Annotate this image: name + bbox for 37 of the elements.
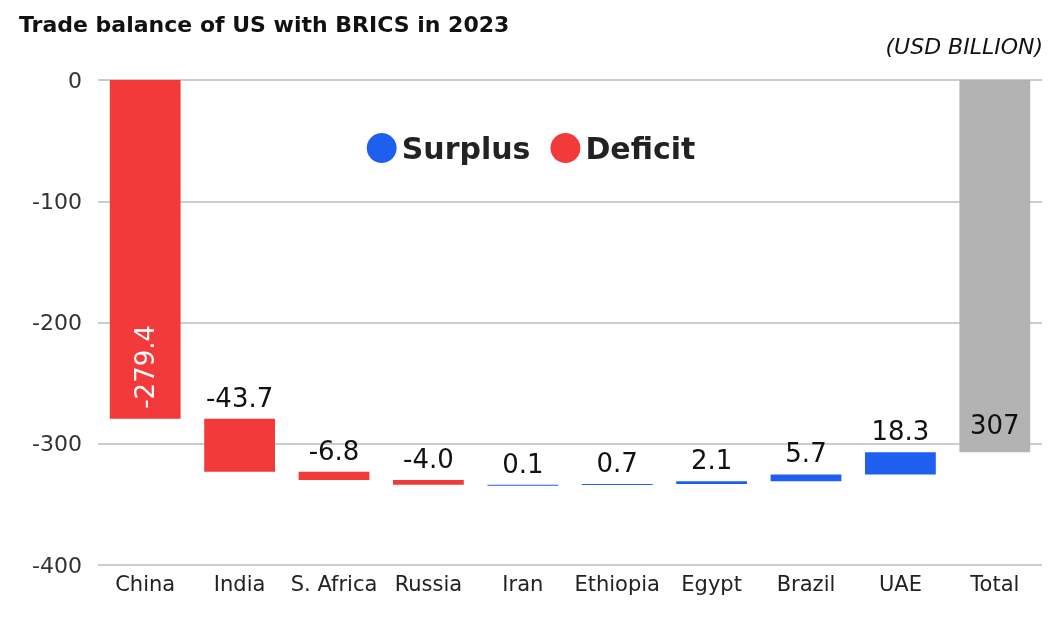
data-label: 0.1: [502, 448, 544, 479]
bar: [676, 481, 747, 484]
chart-subtitle: (USD BILLION): [885, 33, 1044, 59]
y-tick-label: -200: [32, 310, 82, 335]
x-tick-label: Russia: [394, 571, 463, 596]
data-label: 18.3: [871, 416, 930, 447]
x-tick-label: China: [115, 571, 176, 596]
bar: [393, 480, 464, 485]
x-tick-label: Brazil: [776, 571, 836, 596]
legend-label: Deficit: [585, 130, 696, 166]
bar: [770, 474, 842, 482]
bar: [298, 471, 370, 480]
x-tick-label: Total: [969, 571, 1020, 596]
y-tick-label: -400: [32, 552, 82, 578]
data-label: -43.7: [205, 382, 274, 413]
data-label: 5.7: [785, 438, 827, 469]
data-label: 0.7: [596, 447, 638, 478]
data-label: 307: [969, 410, 1020, 441]
bar: [204, 418, 275, 472]
x-tick-label: Egypt: [681, 571, 742, 596]
x-tick-label: Ethiopia: [574, 571, 660, 596]
bar: [959, 80, 1031, 453]
y-tick-label: -100: [32, 188, 82, 214]
bar: [109, 80, 181, 419]
chart-title: Trade balance of US with BRICS in 2023: [19, 11, 510, 37]
y-tick-label: 0: [68, 67, 82, 93]
bar: [865, 452, 936, 475]
data-label: -279.4: [130, 324, 161, 409]
x-tick-label: India: [213, 571, 266, 596]
legend-label: Surplus: [401, 130, 531, 166]
x-tick-label: UAE: [878, 571, 922, 596]
data-label: -6.8: [308, 435, 360, 466]
y-tick-label: -300: [32, 431, 82, 457]
x-tick-label: Iran: [502, 571, 544, 596]
data-label: 2.1: [690, 445, 733, 476]
data-label: -4.0: [403, 444, 454, 474]
x-tick-label: S. Africa: [290, 571, 378, 596]
